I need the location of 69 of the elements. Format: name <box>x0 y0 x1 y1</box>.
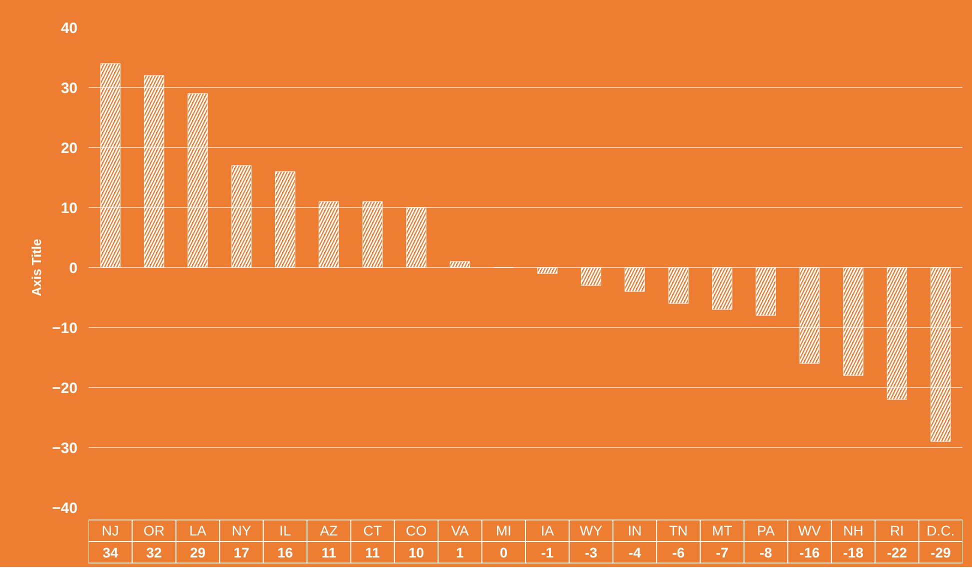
data-label: -3 <box>584 544 598 560</box>
data-label: 32 <box>146 544 162 560</box>
bar <box>624 267 645 292</box>
data-label: 11 <box>365 544 380 560</box>
bar <box>712 267 732 310</box>
x-tick-label: MI <box>496 522 512 539</box>
data-label: -8 <box>760 544 772 560</box>
bar <box>362 201 383 268</box>
y-tick-label: 30 <box>60 80 78 97</box>
data-label: -22 <box>886 544 908 560</box>
bar <box>188 93 208 268</box>
x-tick-label: RI <box>890 522 904 539</box>
x-tick-label: AZ <box>320 522 338 539</box>
x-tick-label: LA <box>189 522 207 539</box>
x-tick-label: NJ <box>102 522 119 539</box>
x-tick-label: CO <box>406 522 427 539</box>
data-label: 16 <box>277 544 294 560</box>
x-tick-label: IA <box>540 522 555 539</box>
bar <box>144 75 164 268</box>
x-tick-label: MT <box>712 522 733 539</box>
y-tick-label: 0 <box>69 260 78 277</box>
bar <box>406 207 426 268</box>
y-tick-label: 20 <box>60 140 78 157</box>
bar <box>756 267 776 316</box>
bar <box>450 261 470 268</box>
x-tick-label: PA <box>757 522 776 539</box>
bar <box>799 267 820 364</box>
data-label: 1 <box>456 544 464 560</box>
x-tick-label: IN <box>628 522 642 539</box>
bar <box>843 267 864 376</box>
x-tick-label: NY <box>232 522 252 539</box>
bar <box>318 201 339 268</box>
x-tick-label: WY <box>580 522 603 539</box>
data-label: -1 <box>541 544 554 560</box>
x-tick-label: VA <box>451 522 470 539</box>
y-tick-label: −10 <box>52 320 78 337</box>
data-label: -7 <box>716 544 729 560</box>
y-tick-label: −30 <box>52 440 78 457</box>
x-tick-label: CT <box>363 522 382 539</box>
y-tick-label: −20 <box>52 380 78 397</box>
bar <box>580 267 602 286</box>
bar <box>275 171 296 268</box>
data-label: 11 <box>321 544 336 560</box>
x-tick-label: TN <box>669 522 688 539</box>
x-tick-label: WV <box>798 522 822 539</box>
data-label: 17 <box>234 544 250 560</box>
y-tick-label: 40 <box>60 20 78 37</box>
x-tick-label: NH <box>843 522 864 539</box>
x-tick-label: D.C. <box>926 522 955 539</box>
bar <box>886 267 908 400</box>
x-tick-label: IL <box>279 522 292 539</box>
data-label: -18 <box>843 544 864 560</box>
data-label: -4 <box>628 544 642 560</box>
data-label: -29 <box>930 544 951 560</box>
bar <box>668 267 689 304</box>
x-tick-label: OR <box>144 522 165 539</box>
data-label: 34 <box>102 544 118 560</box>
data-label: -16 <box>799 544 820 560</box>
bar <box>231 165 252 268</box>
data-label: -6 <box>672 544 685 560</box>
bar <box>930 267 951 442</box>
y-tick-label: −40 <box>52 500 78 517</box>
data-label: 29 <box>190 544 206 560</box>
data-label: 10 <box>408 544 424 560</box>
data-label: 0 <box>500 544 508 560</box>
bar <box>537 267 558 274</box>
bar <box>100 63 120 268</box>
y-tick-label: 10 <box>60 200 78 217</box>
y-axis-title: Axis Title <box>29 238 44 296</box>
